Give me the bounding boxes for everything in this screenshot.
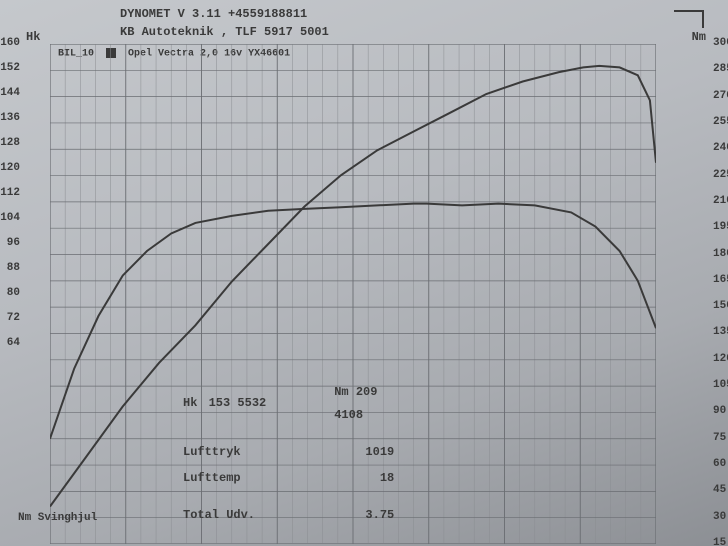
y-right-tick: 15.0 [713,538,728,546]
page-corner-mark [674,10,704,28]
y-right-tick: 165.0 [713,275,728,286]
y-left-tick: 152 [0,63,20,74]
print-header: DYNOMET V 3.11 +4559188811 KB Autoteknik… [120,6,329,40]
y-left-unit: Hk [26,30,40,44]
y-left-tick: 104 [0,213,20,224]
y-right-tick: 60.0 [713,459,728,470]
y-right-tick: 255.0 [713,117,728,128]
hk-label: Hk [182,380,198,428]
y-left-tick: 96 [7,238,20,249]
nm-peak-line: Nm 209 4108 [333,380,395,428]
y-right-tick: 225.0 [713,170,728,181]
y-right-tick: 30.0 [713,512,728,523]
header-line1: DYNOMET V 3.11 +4559188811 [120,6,329,22]
lufttemp-label: Lufttemp [182,466,267,491]
y-right-unit: Nm [692,30,706,44]
y-left-tick: 144 [0,88,20,99]
y-left-tick: 112 [0,188,20,199]
y-right-tick: 300.0 [713,38,728,49]
lufttemp-value: 18 [333,466,395,491]
lufttryk-label: Lufttryk [182,440,267,465]
y-left-tick: 80 [7,288,20,299]
y-left-tick: 136 [0,113,20,124]
y-left-tick: 88 [7,263,20,274]
totaludv-label: Total Udv. [182,503,267,528]
y-right-tick: 150.0 [713,301,728,312]
y-right-tick: 90.0 [713,406,728,417]
y-right-tick: 195.0 [713,222,728,233]
lufttryk-value: 1019 [333,440,395,465]
y-right-tick: 240.0 [713,143,728,154]
header-line2: KB Autoteknik , TLF 5917 5001 [120,24,329,40]
y-right-tick: 120.0 [713,354,728,365]
y-left-tick: 72 [7,313,20,324]
hk-rpm: 5532 [237,396,266,410]
y-right-tick: 135.0 [713,327,728,338]
y-right-tick: 180.0 [713,249,728,260]
y-right-tick: 285.0 [713,64,728,75]
y-left-tick: 120 [0,163,20,174]
bottom-left-label: Nm Svinghjul [18,512,97,524]
results-box: Hk 153 5532 Nm 209 4108 Lufttryk 1019 Lu… [180,378,397,530]
hk-value: 153 [209,396,231,410]
y-left-tick: 128 [0,138,20,149]
y-right-tick: 75.0 [713,433,728,444]
y-right-tick: 270.0 [713,91,728,102]
y-right-tick: 105.0 [713,380,728,391]
totaludv-value: 3.75 [333,503,395,528]
y-right-tick: 210.0 [713,196,728,207]
y-left-tick: 160 [0,38,20,49]
y-left-tick: 64 [7,338,20,349]
y-right-tick: 45.0 [713,485,728,496]
